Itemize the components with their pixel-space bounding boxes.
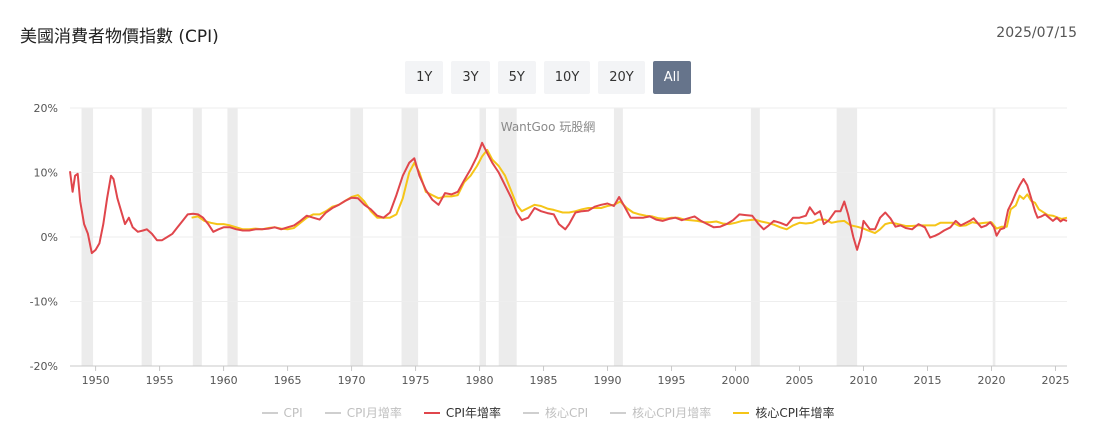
legend-swatch — [423, 411, 440, 414]
y-tick-label: 20% — [34, 102, 58, 115]
legend-item-core-cpi-mom[interactable]: 核心CPI月增率 — [610, 404, 711, 421]
x-tick-label: 1995 — [658, 374, 686, 387]
legend-swatch — [261, 411, 278, 414]
legend-swatch — [733, 411, 750, 414]
legend-swatch — [324, 411, 341, 414]
legend-label: 核心CPI — [545, 406, 589, 420]
legend-label: CPI — [283, 405, 303, 420]
release-date: 2025/07/15 — [996, 25, 1077, 41]
x-tick-label: 1985 — [530, 374, 558, 387]
x-tick-label: 1975 — [402, 374, 430, 387]
x-tick-label: 1990 — [594, 374, 622, 387]
legend: CPI CPI月增率 CPI年增率 核心CPI 核心CPI月增率 核心CPI年增… — [0, 404, 1096, 421]
y-tick-label: -10% — [30, 296, 58, 309]
legend-item-core-cpi[interactable]: 核心CPI — [523, 404, 588, 421]
x-tick-label: 1965 — [274, 374, 302, 387]
y-tick-label: 10% — [34, 167, 58, 180]
range-button-10y[interactable]: 10Y — [543, 61, 591, 94]
x-tick-label: 1980 — [466, 374, 494, 387]
series-line-cpi-yoy — [69, 141, 1068, 255]
page-title: 美國消費者物價指數 (CPI) — [20, 27, 219, 47]
watermark: WantGoo 玩股網 — [501, 120, 596, 134]
x-tick-label: 1950 — [82, 374, 110, 387]
x-tick-label: 2010 — [850, 374, 878, 387]
legend-label: CPI月增率 — [346, 406, 402, 420]
legend-item-cpi-yoy[interactable]: CPI年增率 — [423, 404, 501, 421]
range-button-1y[interactable]: 1Y — [405, 61, 444, 94]
legend-item-cpi[interactable]: CPI — [261, 404, 303, 421]
legend-label: CPI年增率 — [445, 406, 501, 420]
range-selector: 1Y 3Y 5Y 10Y 20Y All — [0, 61, 1096, 94]
cpi-chart: WantGoo 玩股網 1950 1955 1960 1965 1970 1975 1980… — [30, 102, 1070, 387]
range-button-20y[interactable]: 20Y — [598, 61, 645, 94]
range-button-3y[interactable]: 3Y — [451, 61, 490, 94]
x-tick-label: 2015 — [913, 374, 941, 387]
x-tick-label: 2000 — [722, 374, 750, 387]
legend-item-cpi-mom[interactable]: CPI月增率 — [324, 404, 402, 421]
series-line-core-cpi-yoy — [191, 148, 1068, 235]
x-tick-label: 1960 — [210, 374, 238, 387]
x-tick-label: 1970 — [338, 374, 366, 387]
legend-label: 核心CPI年增率 — [755, 406, 835, 420]
legend-item-core-cpi-yoy[interactable]: 核心CPI年增率 — [733, 404, 834, 421]
x-tick-label: 1955 — [146, 374, 174, 387]
legend-swatch — [523, 411, 539, 414]
x-tick-label: 2005 — [786, 374, 814, 387]
legend-label: 核心CPI月增率 — [632, 406, 712, 420]
x-tick-label: 2025 — [1041, 374, 1069, 387]
y-tick-label: -20% — [30, 360, 58, 373]
range-button-5y[interactable]: 5Y — [497, 61, 536, 94]
x-tick-label: 2020 — [977, 374, 1005, 387]
range-button-all[interactable]: All — [652, 61, 691, 94]
legend-swatch — [610, 411, 627, 414]
y-tick-label: 0% — [41, 231, 58, 244]
